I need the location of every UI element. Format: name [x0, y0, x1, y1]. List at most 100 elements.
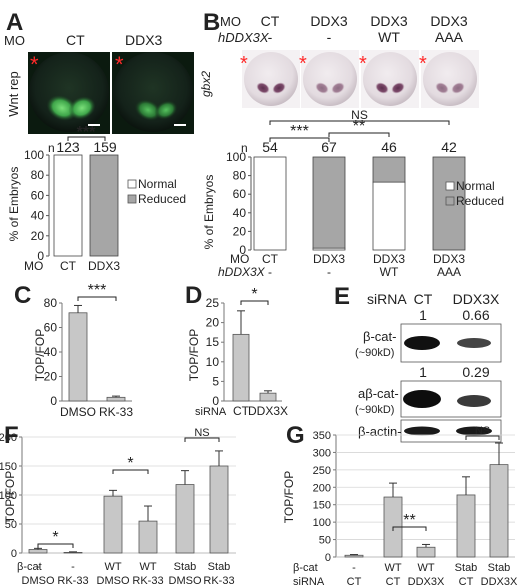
bar-reduced — [432, 156, 466, 251]
stain-left-b-3 — [435, 82, 449, 94]
y-tick-label: 0 — [239, 243, 246, 257]
ylabel-d: TOP/FOP — [187, 329, 201, 381]
plot-a: % of Embryos 0 20 40 60 80 100 — [7, 148, 119, 263]
panel-letter-g: G — [286, 422, 305, 449]
band-bactin-ddx3x — [456, 426, 492, 436]
ylabel-g: TOP/FOP — [282, 471, 296, 523]
g-row2-1: CT — [386, 576, 401, 588]
legend-reduced-b: Reduced — [456, 194, 504, 208]
b-col-hddx3x-0: - — [268, 29, 273, 45]
stain-right-b-0 — [272, 82, 286, 94]
y-tick-label: 60 — [44, 321, 58, 335]
embryo-image-b-1: * — [299, 50, 359, 108]
y-tick-label: 300 — [313, 447, 331, 459]
f-row1-2: WT — [104, 561, 121, 573]
y-tick-label: 250 — [313, 465, 331, 477]
sig-b-2-bracket — [328, 132, 390, 137]
bar-normal — [53, 154, 83, 257]
n-value-b-0: 54 — [262, 139, 278, 155]
f-row2-4: DMSO — [169, 575, 202, 587]
bar — [63, 552, 83, 554]
embryo-image-b-3: * — [419, 50, 479, 108]
y-tick-label: 150 — [313, 500, 331, 512]
row1-label-g: β-cat — [293, 562, 318, 574]
stain-left-b-0 — [256, 82, 270, 94]
sig-b-3-label: NS — [351, 108, 368, 122]
legend-swatch-reduced-b — [445, 196, 455, 206]
legend-reduced-a: Reduced — [138, 192, 186, 206]
bar-reduced — [372, 156, 406, 183]
quant-bcat-ct: 1 — [419, 307, 427, 323]
x-label-c-1: RK-33 — [99, 405, 133, 419]
b-col-mo-1: DDX3 — [310, 13, 348, 29]
bar — [489, 464, 509, 558]
bar — [456, 494, 476, 558]
b-col-mo-0: CT — [261, 13, 280, 29]
bar — [68, 312, 88, 402]
bar — [344, 554, 364, 558]
b-x-hddx3x-0: - — [268, 265, 272, 279]
stain-right-b-2 — [391, 82, 405, 94]
y-tick-label: 80 — [31, 168, 45, 182]
sig-g-1-bracket — [392, 526, 427, 531]
bar — [416, 546, 436, 558]
sig-d-bracket — [240, 300, 269, 305]
sig-g-2-bracket — [465, 435, 500, 440]
b-x-mo-1: DDX3 — [313, 252, 345, 266]
b-col-hddx3x-2: WT — [378, 29, 400, 45]
y-tick-label: 40 — [233, 206, 247, 220]
sig-label-a: *** — [77, 124, 96, 141]
g-row1-2: WT — [417, 562, 434, 574]
b-col-mo-3: DDX3 — [430, 13, 468, 29]
x-label-d-0: CT — [233, 404, 250, 418]
embryo-b-0 — [244, 52, 298, 106]
bar — [232, 333, 250, 402]
row-mw-bcat: (~90kD) — [355, 347, 394, 359]
f-row1-1: - — [71, 561, 75, 573]
b-x-mo-2: DDX3 — [373, 252, 405, 266]
x-mo-label-b: MO — [230, 252, 249, 266]
b-x-mo-0: CT — [262, 252, 279, 266]
y-tick-label: 80 — [44, 296, 58, 310]
f-row1-3: WT — [139, 561, 156, 573]
panel-letter-f: F — [4, 422, 19, 449]
y-tick-label: 20 — [31, 229, 45, 243]
x-label-a-ct: CT — [60, 259, 77, 273]
sig-f-1-bracket — [37, 543, 74, 548]
g-row2-0: CT — [347, 576, 362, 588]
star-b-3: * — [419, 53, 427, 75]
sig-bracket-a — [67, 136, 106, 141]
y-tick-label: 60 — [31, 188, 45, 202]
legend-swatch-normal-b — [445, 181, 455, 191]
f-row1-5: Stab — [208, 561, 231, 573]
lane-label-ddx3x: DDX3X — [453, 291, 500, 307]
y-tick-label: 20 — [233, 224, 247, 238]
y-tick-label: 200 — [313, 482, 331, 494]
b-n-values: 54 67 46 42 — [262, 139, 457, 155]
y-tick-label: 50 — [5, 519, 17, 531]
legend-swatch-normal-a — [127, 179, 137, 189]
stain-left-b-2 — [375, 82, 389, 94]
sig-d-label: * — [251, 286, 257, 303]
panel-g: G TOP/FOP β-cat siRNA 0 50 100 150 200 250 300… — [282, 422, 518, 588]
bar-reduced — [312, 156, 346, 249]
plot-b: % of Embryos 0 20 40 60 80 100 — [202, 150, 466, 257]
y-tick-label: 100 — [226, 150, 246, 164]
panel-c: C TOP/FOP 0 20 40 60 80 DMSO RK-33 *** — [14, 282, 133, 419]
sig-b-1-label: *** — [290, 123, 309, 140]
band-bcat-ddx3x — [457, 338, 491, 348]
panel-letter-e: E — [334, 283, 350, 310]
mo-label-b: MO — [220, 14, 241, 29]
panel-f: F TOP/FOP β-cat 0 50 100 150 200 - - WT WT Stab St… — [0, 422, 236, 587]
sig-f-3-label: NS — [194, 427, 209, 439]
n-value-a-ddx3: 159 — [93, 139, 117, 155]
stain-left-b-1 — [315, 82, 329, 94]
embryo-b-3 — [423, 52, 477, 106]
y-tick-label: 100 — [24, 148, 44, 162]
mo-label-a: MO — [4, 33, 25, 48]
ylabel-a: % of Embryos — [7, 167, 21, 242]
f-row2-3: RK-33 — [132, 575, 163, 587]
legend-normal-a: Normal — [138, 177, 177, 191]
sirna-label-e: siRNA — [367, 291, 407, 307]
